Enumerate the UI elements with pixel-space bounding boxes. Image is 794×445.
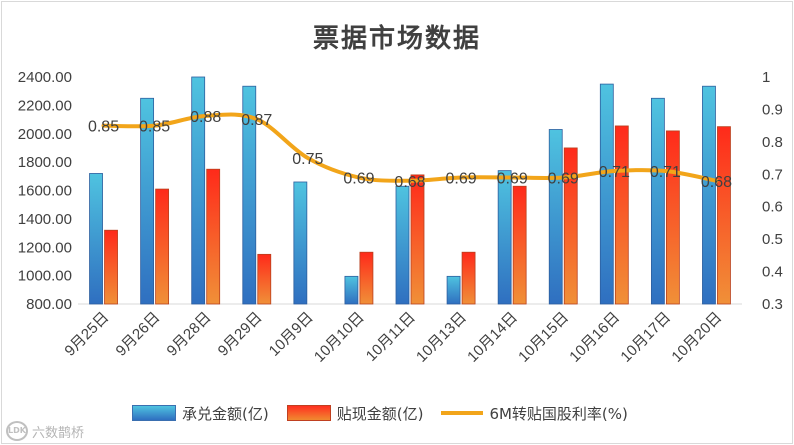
x-tick-label: 9月29日 [215,309,266,360]
acceptance-bar [548,129,563,305]
legend-swatch-discount [286,405,331,421]
watermark: LDK 六数鹊桥 [6,421,84,441]
rate-data-label: 0.69 [446,171,477,188]
y-right-tick-label: 0.5 [762,231,783,248]
y-left-tick-label: 1800.00 [18,154,72,171]
legend-item-discount: 贴现金额(亿) [286,403,424,424]
y-left-tick-label: 1600.00 [18,183,72,200]
rate-line [101,112,719,183]
y-left-tick-label: 2000.00 [18,126,72,143]
x-tick-label: 10月17日 [617,309,674,366]
rate-data-label: 0.71 [650,164,681,181]
rate-data-label: 0.69 [497,171,528,188]
discount-bar [512,185,527,305]
y-right-tick-label: 0.6 [762,199,783,216]
legend-swatch-acceptance [132,405,176,421]
rate-data-label: 0.68 [701,174,732,191]
acceptance-bar [293,181,308,305]
y-right-tick-label: 0.7 [762,166,783,183]
y-right-tick-label: 1 [762,69,770,86]
discount-bar [359,251,374,305]
discount-bar [257,253,272,305]
x-tick-label: 10月10日 [311,309,368,366]
discount-bar [665,130,680,305]
acceptance-bar [191,76,206,305]
acceptance-bar [242,85,257,305]
discount-bar [717,126,731,305]
acceptance-bar [344,275,359,305]
x-tick-label: 10月20日 [668,309,725,366]
legend-label-discount: 贴现金额(亿) [336,404,424,423]
acceptance-bar [89,173,103,305]
rate-data-label: 0.71 [599,164,630,181]
y-left-tick-label: 2200.00 [18,97,72,114]
y-left-tick-label: 2400.00 [18,69,72,86]
legend-label-acceptance: 承兑金额(亿) [182,404,269,423]
y-right-tick-label: 0.8 [762,134,783,151]
watermark-text: 六数鹊桥 [32,425,85,441]
rate-data-label: 0.87 [241,112,272,129]
x-tick-label: 9月28日 [164,309,215,360]
y-right-tick-label: 0.4 [762,264,783,281]
y-left-tick-label: 800.00 [26,296,72,313]
acceptance-bar [650,97,665,305]
rate-data-label: 0.85 [139,119,170,136]
acceptance-bar [140,97,155,305]
chart-title: 票据市场数据 [312,24,481,54]
discount-bar [410,174,425,305]
x-tick-label: 9月25日 [61,309,112,360]
acceptance-bar [702,85,716,305]
acceptance-bar [599,83,614,305]
legend-swatch-rate [441,411,484,415]
discount-bar [155,188,170,305]
x-tick-label: 9月26日 [113,309,164,360]
legend-item-acceptance: 承兑金额(亿) [132,403,269,424]
legend-label-rate: 6M转贴国股利率(%) [489,404,628,423]
y-right-tick-label: 0.3 [762,296,783,313]
y-left-tick-label: 1200.00 [18,239,72,256]
acceptance-bar [497,170,512,305]
y-right-tick-label: 0.9 [762,101,783,118]
chart-legend: 承兑金额(亿) 贴现金额(亿) 6M转贴国股利率(%) [132,402,636,424]
x-tick-label: 10月11日 [363,309,419,365]
rate-data-label: 0.69 [343,171,374,188]
y-left-tick-label: 1400.00 [18,211,72,228]
acceptance-bar [446,275,461,305]
discount-bar [614,125,629,305]
discount-bar [206,168,221,305]
rate-data-label: 0.88 [190,109,221,126]
discount-bar [461,251,476,305]
x-tick-label: 10月16日 [566,309,623,366]
y-left-tick-label: 1000.00 [18,268,72,285]
rate-data-label: 0.75 [292,151,323,168]
discount-bar [563,147,578,305]
discount-bar [104,229,118,305]
rate-data-label: 0.69 [548,171,579,188]
rate-data-label: 0.85 [88,119,119,136]
x-tick-label: 10月15日 [515,309,572,366]
x-tick-label: 10月9日 [266,309,317,360]
acceptance-bar [395,185,410,305]
legend-item-rate: 6M转贴国股利率(%) [441,403,628,424]
watermark-logo-icon: LDK [6,421,28,441]
x-tick-label: 10月14日 [464,309,521,366]
rate-data-label: 0.68 [394,174,425,191]
x-tick-label: 10月13日 [413,309,470,366]
